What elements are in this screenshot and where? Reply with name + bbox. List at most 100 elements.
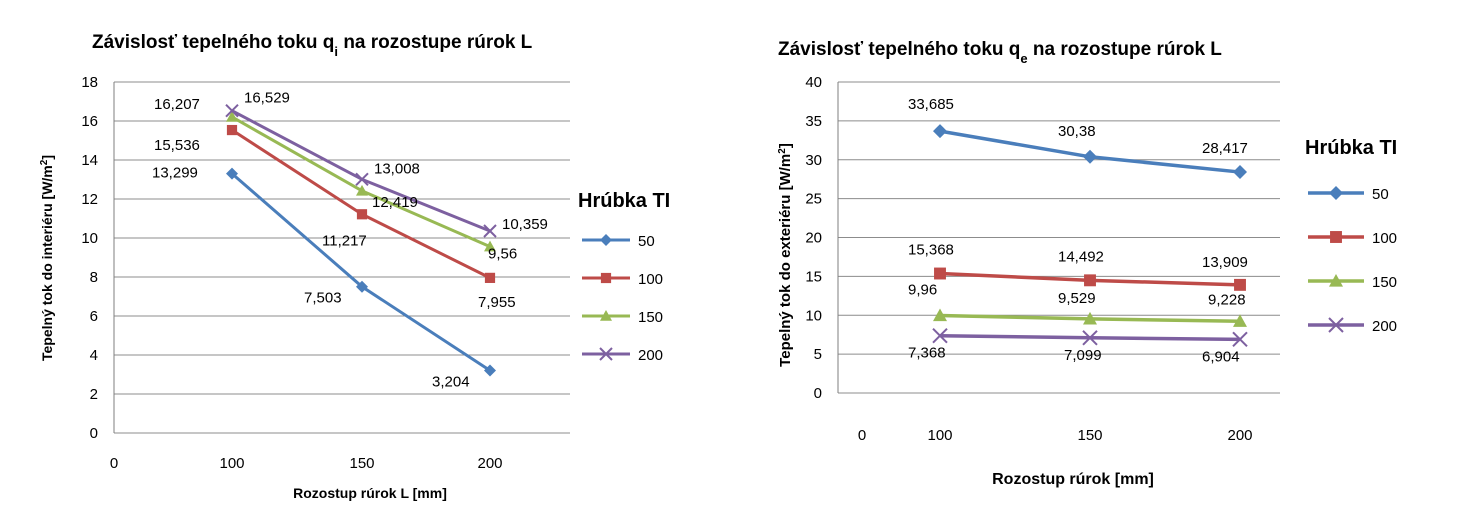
data-point-200 [1082,330,1098,346]
y-tick-label: 10 [805,307,822,324]
x-tick-label: 150 [349,455,374,472]
data-label: 11,217 [322,232,367,249]
legend-marker-150 [600,310,612,321]
legend-label-50: 50 [638,233,655,250]
data-label: 7,099 [1064,347,1102,364]
chart1-data-labels: 13,299 7,503 3,204 15,536 11,217 7,955 16,207 1… [152,90,548,391]
data-point-50 [1083,149,1097,164]
data-point-50 [1233,165,1247,180]
legend-marker-50 [600,234,612,246]
chart1-x-axis-label: Rozostup rúrok L [mm] [293,485,447,501]
y-tick-label: 5 [814,346,822,363]
x-tick-label: 100 [927,427,952,444]
y-tick-label: 10 [81,230,98,247]
data-label: 9,96 [908,282,937,299]
data-point-50 [933,124,947,139]
data-label: 12,419 [372,194,418,211]
data-point-100 [934,267,946,280]
y-tick-label: 0 [90,425,98,442]
data-label: 7,955 [478,294,516,311]
chart1-y-axis-label: Tepelný tok do interiéru [W/m2] [39,155,56,361]
legend-marker-100 [600,272,612,284]
data-point-150 [484,240,496,252]
data-point-100 [1084,274,1096,287]
chart2-x-axis-label: Rozostup rúrok [mm] [992,471,1154,488]
chart1-series [225,103,497,377]
chart1-legend-title: Hrúbka TI [578,190,670,212]
data-label: 9,529 [1058,290,1096,307]
chart2-x-ticks: 0 100 150 200 [858,427,1253,444]
legend-label-150: 150 [638,309,663,326]
data-point-100 [226,124,238,136]
legend-label-200: 200 [1372,318,1397,335]
chart2-legend: 50 100 150 200 [1308,186,1397,335]
chart1-y-ticks: 0 2 4 6 8 10 12 14 16 18 [81,74,98,442]
chart1-legend: 50 100 150 200 [582,233,663,364]
y-tick-label: 35 [805,113,822,130]
data-point-100 [1234,278,1246,291]
data-label: 3,204 [432,374,470,391]
y-tick-label: 20 [805,230,822,247]
legend-marker-200 [1328,317,1344,333]
data-label: 16,529 [244,90,290,107]
legend-marker-100 [1330,231,1342,243]
chart2-y-axis-label: Tepelný tok do exteriéru [W/m2] [777,143,795,367]
legend-marker-50 [1329,186,1343,200]
chart1-x-ticks: 0 100 150 200 [110,455,503,472]
y-tick-label: 40 [805,74,822,91]
y-tick-label: 4 [90,347,98,364]
y-tick-label: 25 [805,191,822,208]
data-point-100 [356,209,368,220]
y-tick-label: 8 [90,269,98,286]
data-point-150 [933,308,947,322]
chart2-y-ticks: 0 5 10 15 20 25 30 35 40 [805,74,822,402]
data-label: 9,228 [1208,291,1246,308]
data-label: 28,417 [1202,140,1248,157]
data-point-50 [356,280,368,293]
data-label: 15,536 [154,137,200,154]
data-point-100 [484,272,496,283]
y-tick-label: 14 [81,152,98,169]
data-point-150 [1233,314,1247,327]
data-label: 33,685 [908,96,954,113]
y-tick-label: 18 [81,74,98,91]
x-tick-label: 150 [1077,427,1102,444]
y-tick-label: 12 [81,191,98,208]
x-tick-label: 100 [219,455,244,472]
data-label: 15,368 [908,242,954,259]
x-tick-label: 0 [110,455,118,472]
y-tick-label: 6 [90,308,98,325]
y-tick-label: 15 [805,268,822,285]
legend-label-150: 150 [1372,274,1397,291]
data-point-150 [1083,311,1097,325]
legend-label-50: 50 [1372,186,1389,203]
chart-interior: Závislosť tepelného toku qi na rozostupe… [39,32,671,501]
data-point-50 [226,167,238,180]
series-line-150 [231,115,491,248]
chart1-gridlines [114,81,570,434]
legend-label-100: 100 [638,271,663,288]
data-label: 30,38 [1058,123,1096,140]
data-label: 13,299 [152,165,198,182]
chart2-title: Závislosť tepelného toku qe na rozostupe… [778,39,1222,66]
y-tick-label: 30 [805,152,822,169]
x-tick-label: 200 [477,455,502,472]
series-line-100 [231,128,491,280]
data-label: 16,207 [154,96,200,113]
series-line-50 [231,172,491,372]
data-point-200 [225,103,239,118]
data-point-150 [226,110,238,122]
chart2-data-labels: 33,685 30,38 28,417 15,368 14,492 13,909 9,96 9… [908,96,1248,365]
legend-label-100: 100 [1372,230,1397,247]
y-tick-label: 16 [81,113,98,130]
legend-label-200: 200 [638,347,663,364]
data-label: 7,368 [908,345,946,362]
data-point-200 [355,172,369,187]
data-point-200 [932,328,948,344]
data-label: 7,503 [304,290,342,307]
data-label: 13,008 [374,160,420,177]
data-point-150 [356,184,368,196]
chart2-series [932,124,1248,348]
data-label: 13,909 [1202,254,1248,271]
